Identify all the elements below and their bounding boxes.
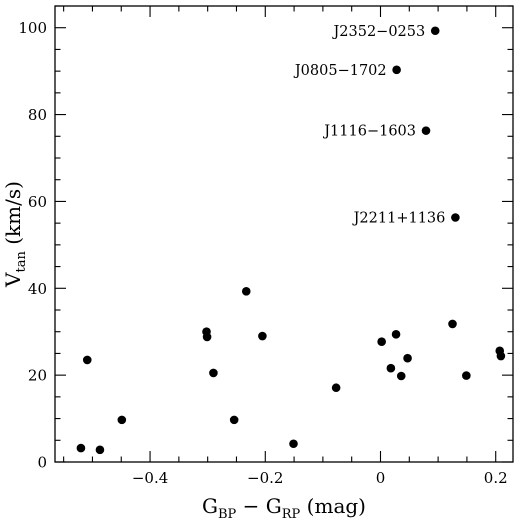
data-point (377, 337, 386, 347)
point-label: J1116−1603 (322, 124, 416, 140)
y-tick-label: 40 (28, 280, 47, 298)
data-point (391, 330, 401, 339)
data-points (76, 26, 506, 455)
x-tick-label: −0.2 (247, 469, 283, 487)
data-point (95, 445, 105, 455)
data-point (82, 355, 92, 365)
data-point (76, 443, 86, 453)
data-point (448, 319, 457, 329)
x-axis-label: GBP − GRP (mag) (202, 494, 366, 520)
data-point (421, 126, 431, 135)
point-label: J0805−1702 (293, 63, 387, 79)
data-point (202, 332, 212, 342)
data-point (392, 65, 401, 75)
point-label: J2211+1136 (352, 210, 446, 226)
y-tick-label: 0 (37, 454, 47, 472)
axis-ticks (55, 5, 513, 463)
x-tick-label: −0.4 (132, 469, 168, 487)
y-tick-label: 100 (18, 19, 47, 37)
point-label: J2352−0253 (331, 24, 425, 40)
data-point (430, 26, 440, 36)
x-tick-label: 0.2 (484, 469, 508, 487)
data-point (117, 415, 127, 425)
data-point (403, 353, 412, 363)
data-point (496, 351, 506, 361)
point-annotations: J2352−0253 J0805−1702 J1116−1603 J2211+1136 (293, 24, 446, 227)
data-point (241, 287, 251, 296)
data-point (229, 415, 239, 425)
data-point (396, 371, 406, 381)
data-point (386, 363, 396, 373)
plot-frame (54, 5, 514, 463)
data-point (451, 213, 460, 222)
x-tick-label: 0 (376, 469, 386, 487)
y-axis-label: Vtan (km/s) (1, 181, 29, 288)
tick-labels: −0.4 −0.2 0 0.2 0 20 40 60 80 100 (18, 19, 507, 487)
data-point (462, 371, 471, 380)
y-tick-label: 60 (28, 193, 47, 211)
y-tick-label: 80 (28, 106, 47, 124)
y-tick-label: 20 (28, 367, 47, 385)
data-point (258, 331, 267, 341)
data-point (331, 383, 341, 393)
data-point (289, 439, 298, 449)
data-point (209, 368, 218, 378)
